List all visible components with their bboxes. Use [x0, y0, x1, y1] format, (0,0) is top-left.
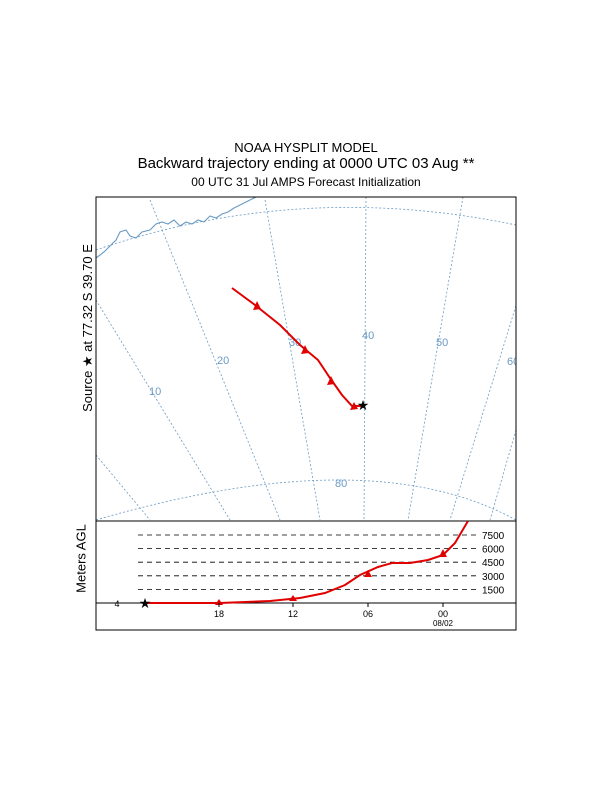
left-tick-label: 4	[114, 599, 119, 609]
height-level-label: 7500	[482, 531, 505, 542]
star-icon: ★	[357, 397, 370, 413]
chart-title-model: NOAA HYSPLIT MODEL	[234, 140, 378, 155]
meridian-10	[149, 199, 281, 521]
triangle-icon	[364, 570, 372, 577]
lon-label-40: 40	[362, 330, 374, 342]
triangle-icon	[350, 402, 358, 410]
meridian-20	[264, 199, 321, 521]
coastline	[96, 197, 257, 259]
lon-label-50: 50	[436, 337, 448, 349]
meridian-30	[363, 197, 367, 521]
time-tick-label: 18	[214, 609, 224, 619]
lon-label-30: 30	[289, 337, 301, 349]
height-level-label: 3000	[482, 572, 505, 583]
latitude-circle-outer	[96, 207, 516, 251]
triangle-icon	[253, 301, 261, 310]
time-tick-label: 00	[438, 609, 448, 619]
height-frame	[95, 520, 517, 631]
date-label: 08/02	[433, 619, 454, 628]
meridian-40	[407, 197, 464, 521]
meridian-60	[489, 429, 516, 521]
triangle-icon	[301, 345, 309, 354]
lat-label-80: 80	[335, 478, 347, 490]
star-icon: ★	[139, 595, 152, 611]
map-panel-content: 10 20 30 40 50 60 80 ★	[96, 197, 519, 521]
height-axis-label: Meters AGL	[73, 524, 89, 593]
triangle-icon	[439, 549, 447, 557]
chart-subtitle: 00 UTC 31 Jul AMPS Forecast Initializati…	[191, 175, 421, 189]
meridian-50	[449, 304, 516, 521]
height-levels: 7500 6000 4500 3000 1500	[138, 531, 505, 596]
chart-title-main: Backward trajectory ending at 0000 UTC 0…	[137, 155, 475, 172]
time-tick-label: 12	[288, 609, 298, 619]
trajectory-path	[231, 287, 363, 407]
height-level-label: 6000	[482, 545, 505, 556]
latitude-circle-80	[96, 479, 516, 521]
meridian-0	[96, 299, 231, 521]
triangle-icon	[215, 599, 223, 605]
time-tick-label: 06	[363, 609, 373, 619]
map-frame	[95, 196, 517, 522]
triangle-icon	[289, 595, 297, 601]
height-level-label: 4500	[482, 558, 505, 569]
triangle-icon	[327, 376, 335, 385]
lon-label-60: 60	[507, 356, 519, 368]
height-level-label: 1500	[482, 585, 505, 596]
lon-label-10: 10	[149, 386, 161, 398]
lon-label-20: 20	[217, 355, 229, 367]
source-location-label: Source ★ at 77.32 S 39.70 E	[80, 244, 95, 412]
meridian-minus10	[96, 454, 151, 521]
